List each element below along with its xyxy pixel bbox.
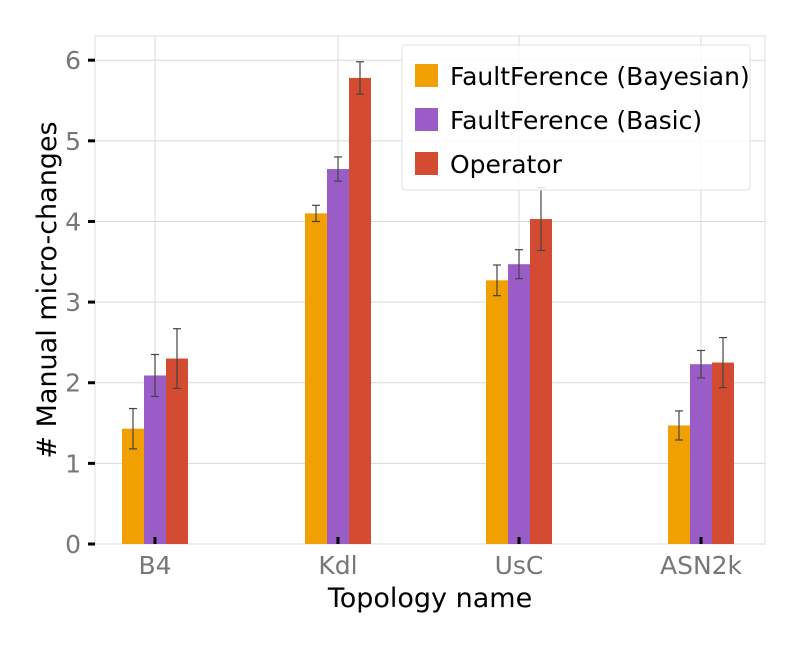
bar [668,425,690,544]
x-tick-label: UsC [495,551,544,580]
bars-layer [122,61,734,545]
legend-swatch [415,64,438,87]
y-tick-label: 1 [65,449,81,478]
y-tick-label: 2 [65,369,81,398]
axes-layer: 0 1 2 3 4 5 6 B4 Kdl UsC ASN2k [65,46,742,580]
x-tick-label: ASN2k [660,551,743,580]
y-tick-label: 4 [65,207,81,236]
legend-label: FaultFerence (Bayesian) [450,62,750,91]
bar [508,264,530,544]
x-tick-label: Kdl [318,551,357,580]
bar [690,364,712,544]
x-tick-label: B4 [138,551,171,580]
y-axis-label: # Manual micro-changes [32,121,63,458]
bar [144,375,166,544]
bar [122,428,144,544]
y-tick-label: 6 [65,46,81,75]
bar [530,219,552,545]
y-tick-label: 0 [65,530,81,559]
bar [712,362,734,544]
y-tick-label: 5 [65,127,81,156]
bar [349,77,371,544]
x-axis-label: Topology name [327,583,532,614]
legend-swatch [415,108,438,131]
bar [305,213,327,544]
bar [486,280,508,544]
legend: FaultFerence (Bayesian) FaultFerence (Bas… [401,44,751,191]
bar [166,358,188,544]
legend-swatch [415,152,438,175]
legend-label: FaultFerence (Basic) [450,106,702,135]
y-tick-label: 3 [65,288,81,317]
legend-label: Operator [450,150,563,179]
bar [327,169,349,545]
legend-box [401,44,751,191]
